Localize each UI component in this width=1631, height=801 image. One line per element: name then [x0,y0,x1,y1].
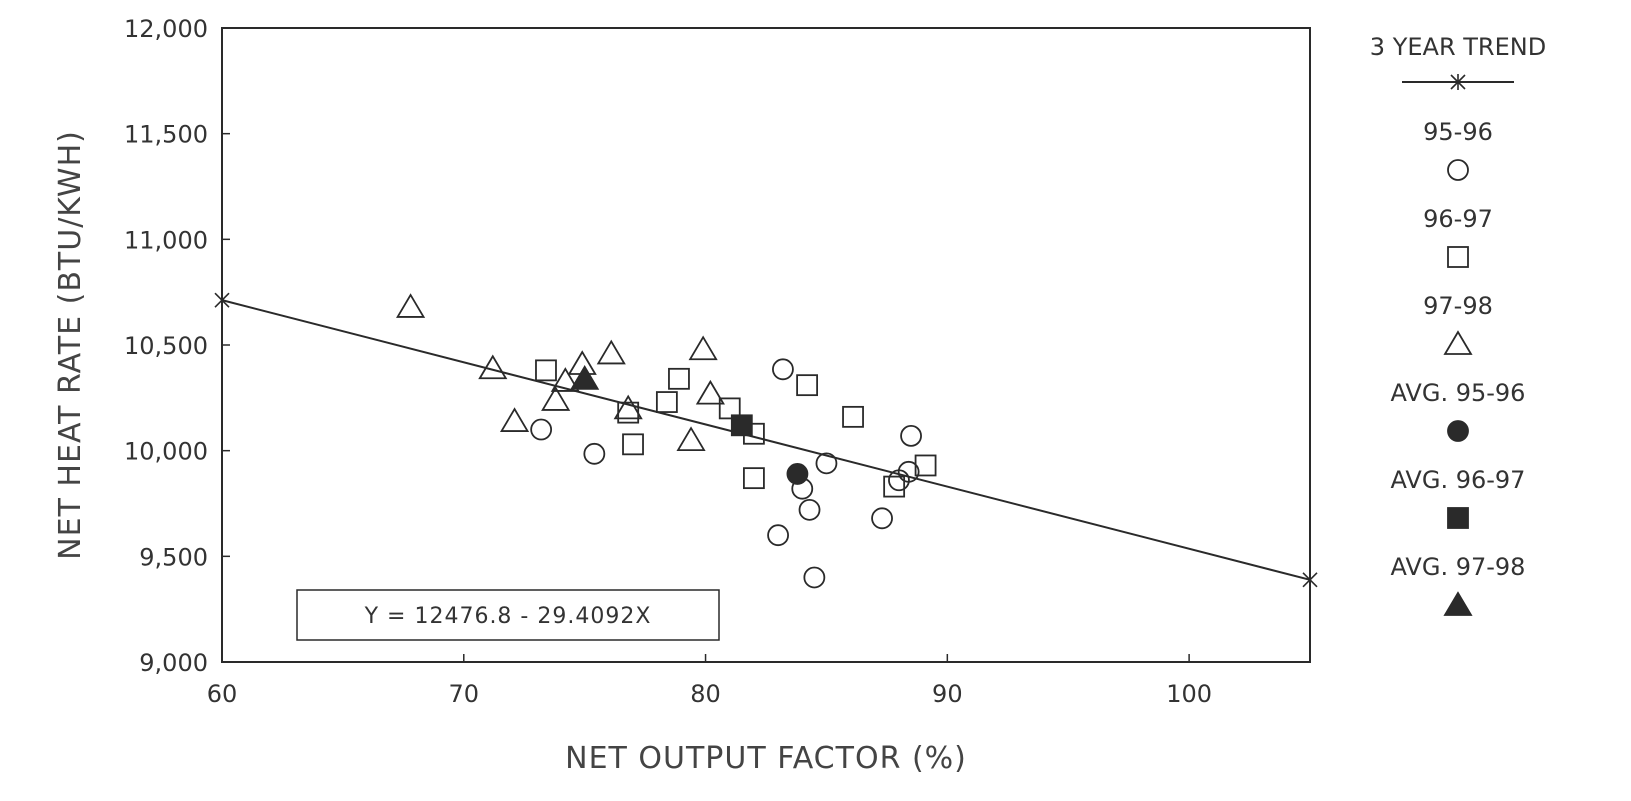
y-tick-label: 10,000 [124,438,208,466]
point-95-96 [900,424,922,447]
point-97-98 [478,354,508,380]
point-97-98 [499,407,530,432]
y-tick-label: 11,500 [124,121,208,149]
point-95-96 [772,358,794,381]
y-axis-title: NET HEAT RATE (BTU/KWH) [53,130,88,560]
point-96-97 [796,374,819,397]
point-96-97 [743,467,765,490]
point-96-97 [655,391,678,413]
x-tick-label: 90 [932,680,963,708]
legend-marker-95-96 [1447,159,1469,181]
y-tick-label: 9,500 [139,543,208,571]
point-96-97 [718,397,741,420]
scatter-points [396,293,937,589]
y-tick-label: 12,000 [124,15,208,43]
point-97-98 [695,379,725,405]
y-tick-label: 9,000 [139,649,208,677]
point-95-96 [530,418,553,441]
x-tick-label: 60 [207,680,238,708]
x-axis-title: NET OUTPUT FACTOR (%) [565,741,967,776]
point-95-96 [583,442,606,465]
trend-asterisk [1302,571,1318,588]
trend-asterisk [214,292,230,309]
trend-line-group [214,292,1318,588]
legend-label-avg-95-96: AVG. 95-96 [1391,379,1526,407]
legend-label-96-97: 96-97 [1423,205,1493,233]
axis-ticks: 60 70 80 90 100 9,000 9,500 10,000 10,500 11,000 1… [124,15,1212,708]
y-tick-label: 11,000 [124,226,208,254]
y-tick-label: 10,500 [124,332,208,360]
legend-marker-avg-97-98 [1443,591,1473,616]
x-tick-label: 80 [690,680,721,708]
plot-frame [221,27,1311,663]
legend-label-avg-97-98: AVG. 97-98 [1391,553,1526,581]
equation-text: Y = 12476.8 - 29.4092X [364,604,652,629]
point-96-97 [914,454,937,477]
legend-trend-asterisk [1450,74,1466,90]
point-95-96 [798,498,821,521]
legend-marker-avg-96-97 [1447,507,1469,529]
equation-box: Y = 12476.8 - 29.4092X [296,589,720,641]
point-avg-96-97 [730,414,753,437]
legend-marker-97-98 [1443,330,1473,355]
point-96-97 [622,433,644,456]
point-avg-97-98 [570,365,600,390]
legend-label-95-96: 95-96 [1423,118,1493,146]
point-97-98 [541,386,571,411]
point-96-97 [842,405,864,428]
point-95-96 [897,460,920,483]
point-95-96 [803,566,826,589]
legend-label-97-98: 97-98 [1423,292,1493,320]
point-97-98 [613,394,643,420]
legend-marker-96-97 [1447,246,1469,268]
point-96-97 [535,359,557,382]
legend-marker-avg-95-96 [1447,420,1469,442]
point-96-97 [668,367,690,390]
trend-line [221,299,1311,581]
legend-label-avg-96-97: AVG. 96-97 [1391,466,1526,494]
legend: 3 YEAR TREND 95-96 96-97 97-98 AVG. 95-96 AVG… [1370,33,1546,616]
point-97-98 [676,426,706,452]
point-97-98 [550,367,580,392]
point-96-97 [883,475,906,498]
legend-label-trend: 3 YEAR TREND [1370,33,1546,61]
x-tick-label: 70 [449,680,480,708]
point-95-96 [767,524,789,547]
x-tick-label: 100 [1166,680,1212,708]
point-97-98 [596,339,626,365]
point-95-96 [871,507,893,530]
point-97-98 [396,293,426,318]
point-97-98 [688,335,718,361]
point-avg-95-96 [786,463,809,485]
point-95-96 [815,452,838,475]
